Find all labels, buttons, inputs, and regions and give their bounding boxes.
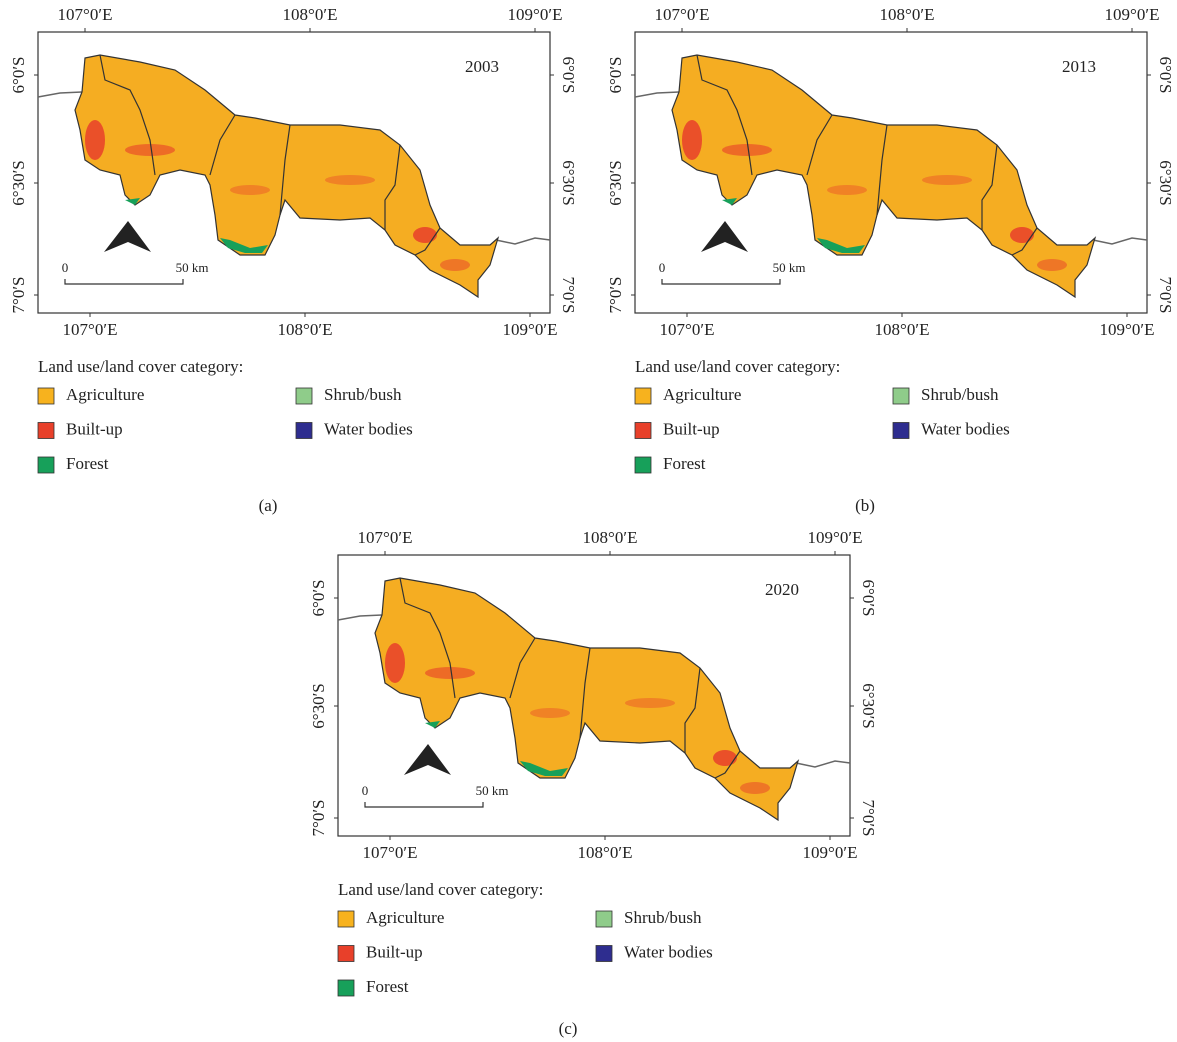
- legend-swatch: [295, 422, 313, 439]
- legend-swatch: [634, 422, 652, 439]
- right-tick-label: 6°30′S: [859, 683, 878, 728]
- panel-caption: (a): [259, 496, 278, 515]
- right-tick-label: 6°0′S: [859, 580, 878, 617]
- left-tick-label: 7°0′S: [606, 277, 625, 314]
- legend-swatch: [37, 387, 55, 405]
- bottom-tick-label: 109°0′E: [1100, 320, 1155, 339]
- legend-label: Water bodies: [324, 419, 413, 438]
- right-tick-label: 7°0′S: [559, 277, 578, 314]
- left-tick-label: 6°0′S: [606, 57, 625, 94]
- legend-label: Built-up: [66, 419, 123, 438]
- right-tick-label: 6°30′S: [1156, 160, 1175, 205]
- legend-swatch: [337, 945, 355, 962]
- top-tick-label: 108°0′E: [583, 528, 638, 547]
- legend-swatch: [634, 456, 652, 474]
- top-tick-label: 109°0′E: [508, 5, 563, 24]
- legend-title: Land use/land cover category:: [635, 357, 840, 376]
- map-panel: 2013 107°0′E 108°0′E 109°0′E 107°0′E 108°0′E 1…: [606, 5, 1175, 515]
- legend-label: Shrub/bush: [624, 908, 702, 927]
- legend-swatch: [37, 422, 55, 439]
- left-tick-label: 6°30′S: [309, 683, 328, 728]
- legend-label: Forest: [366, 977, 409, 996]
- year-label: 2003: [465, 57, 499, 76]
- legend-label: Built-up: [366, 942, 423, 961]
- bottom-tick-label: 108°0′E: [875, 320, 930, 339]
- left-tick-label: 6°0′S: [309, 580, 328, 617]
- legend-label: Agriculture: [663, 385, 741, 404]
- panel-caption: (b): [855, 496, 875, 515]
- top-tick-label: 108°0′E: [880, 5, 935, 24]
- left-tick-label: 7°0′S: [9, 277, 28, 314]
- scale-end: 50 km: [176, 260, 209, 275]
- scale-start: 0: [659, 260, 666, 275]
- legend-label: Agriculture: [66, 385, 144, 404]
- panel-caption: (c): [559, 1019, 578, 1038]
- legend-swatch: [595, 910, 613, 928]
- legend-title: Land use/land cover category:: [38, 357, 243, 376]
- legend-label: Forest: [66, 454, 109, 473]
- left-tick-label: 6°0′S: [9, 57, 28, 94]
- legend-title: Land use/land cover category:: [338, 880, 543, 899]
- right-tick-label: 6°0′S: [559, 57, 578, 94]
- legend-label: Shrub/bush: [921, 385, 999, 404]
- right-tick-label: 7°0′S: [859, 800, 878, 837]
- top-tick-label: 107°0′E: [358, 528, 413, 547]
- top-tick-label: 109°0′E: [1105, 5, 1160, 24]
- legend-swatch: [337, 979, 355, 997]
- map-panel: 2003 107°0′E 108°0′E 109°0′E 107°0′E 108°0′E 1…: [9, 5, 578, 515]
- bottom-tick-label: 108°0′E: [278, 320, 333, 339]
- north-arrow: [104, 221, 151, 252]
- legend-swatch: [595, 945, 613, 962]
- scale-start: 0: [362, 783, 369, 798]
- top-tick-label: 107°0′E: [58, 5, 113, 24]
- north-arrow: [404, 744, 451, 775]
- legend-label: Shrub/bush: [324, 385, 402, 404]
- legend-swatch: [295, 387, 313, 405]
- bottom-tick-label: 107°0′E: [660, 320, 715, 339]
- scale-end: 50 km: [773, 260, 806, 275]
- bottom-tick-label: 108°0′E: [578, 843, 633, 862]
- bottom-tick-label: 107°0′E: [363, 843, 418, 862]
- legend-swatch: [634, 387, 652, 405]
- legend-swatch: [337, 910, 355, 928]
- legend-label: Agriculture: [366, 908, 444, 927]
- left-tick-label: 6°30′S: [9, 160, 28, 205]
- north-arrow: [701, 221, 748, 252]
- legend-label: Water bodies: [921, 419, 1010, 438]
- legend-swatch: [892, 422, 910, 439]
- scale-end: 50 km: [476, 783, 509, 798]
- bottom-tick-label: 107°0′E: [63, 320, 118, 339]
- top-tick-label: 109°0′E: [808, 528, 863, 547]
- top-tick-label: 107°0′E: [655, 5, 710, 24]
- top-tick-label: 108°0′E: [283, 5, 338, 24]
- year-label: 2013: [1062, 57, 1096, 76]
- legend-swatch: [37, 456, 55, 474]
- left-tick-label: 6°30′S: [606, 160, 625, 205]
- legend-label: Water bodies: [624, 942, 713, 961]
- legend-label: Built-up: [663, 419, 720, 438]
- right-tick-label: 7°0′S: [1156, 277, 1175, 314]
- right-tick-label: 6°0′S: [1156, 57, 1175, 94]
- scale-start: 0: [62, 260, 69, 275]
- scale-bar: [364, 802, 484, 808]
- legend-swatch: [892, 387, 910, 405]
- map-panel: 2020 107°0′E 108°0′E 109°0′E 107°0′E 108°0′E 1…: [309, 528, 878, 1038]
- scale-bar: [64, 279, 184, 285]
- year-label: 2020: [765, 580, 799, 599]
- legend-label: Forest: [663, 454, 706, 473]
- right-tick-label: 6°30′S: [559, 160, 578, 205]
- scale-bar: [661, 279, 781, 285]
- bottom-tick-label: 109°0′E: [803, 843, 858, 862]
- left-tick-label: 7°0′S: [309, 800, 328, 837]
- bottom-tick-label: 109°0′E: [503, 320, 558, 339]
